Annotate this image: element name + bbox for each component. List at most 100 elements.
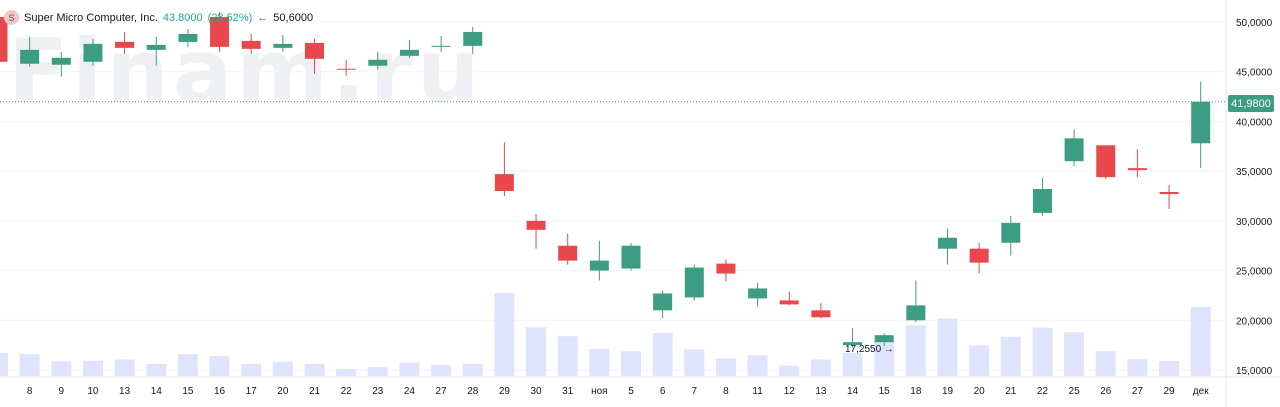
candle-body bbox=[20, 49, 40, 64]
candle-body bbox=[779, 300, 799, 305]
volume-bar bbox=[241, 363, 262, 376]
candle-body bbox=[336, 68, 356, 70]
y-tick-label: 45,0000 bbox=[1236, 68, 1273, 79]
candle bbox=[811, 303, 831, 319]
x-tick-label: 11 bbox=[752, 386, 763, 397]
volume-bar bbox=[715, 358, 736, 376]
candle-body bbox=[874, 335, 894, 343]
x-tick-label: 27 bbox=[1132, 386, 1144, 397]
volume-bar bbox=[272, 361, 293, 376]
candle-body bbox=[273, 43, 293, 48]
x-tick-label: 19 bbox=[942, 386, 954, 397]
volume-bar bbox=[621, 351, 641, 376]
x-tick-label: 9 bbox=[59, 386, 65, 397]
x-tick-label: 28 bbox=[467, 386, 479, 397]
volume-bar bbox=[937, 318, 958, 376]
volume-bar bbox=[1032, 327, 1053, 376]
x-tick-label: 6 bbox=[660, 386, 666, 397]
volume-bar bbox=[810, 359, 831, 376]
candle bbox=[273, 34, 293, 52]
x-tick-label: 21 bbox=[1005, 386, 1017, 397]
x-tick-label: 17 bbox=[246, 386, 258, 397]
candle-body bbox=[716, 263, 736, 274]
candle-body bbox=[463, 31, 483, 46]
x-tick-label: 7 bbox=[692, 386, 698, 397]
x-tick-label: ноя bbox=[591, 386, 608, 397]
candle bbox=[399, 39, 419, 58]
candle bbox=[368, 51, 388, 70]
candle bbox=[874, 333, 894, 347]
x-tick-label: 24 bbox=[404, 386, 416, 397]
low-marker-label: 17,2550 → bbox=[845, 344, 894, 355]
candle bbox=[653, 290, 673, 319]
x-tick-label: 15 bbox=[879, 386, 891, 397]
candle-body bbox=[684, 267, 704, 298]
candle-body bbox=[368, 59, 388, 66]
volume-bar bbox=[304, 363, 325, 376]
volume-bar bbox=[399, 362, 420, 376]
y-tick-label: 40,0000 bbox=[1236, 117, 1273, 128]
volume-bar bbox=[462, 363, 483, 376]
candle-body bbox=[146, 44, 166, 50]
y-tick-label: 25,0000 bbox=[1236, 267, 1273, 278]
x-tick-label: 26 bbox=[1100, 386, 1112, 397]
candle-body bbox=[526, 220, 546, 230]
symbol-icon[interactable]: S bbox=[4, 10, 19, 25]
candle bbox=[463, 26, 483, 54]
x-tick-label: 29 bbox=[499, 386, 511, 397]
candle bbox=[1032, 178, 1052, 216]
volume-bar bbox=[177, 354, 198, 376]
candle-body bbox=[589, 260, 609, 271]
candle bbox=[748, 282, 768, 307]
candle-body bbox=[748, 288, 768, 299]
volume-bar bbox=[0, 353, 8, 376]
candle bbox=[1001, 215, 1021, 256]
candle bbox=[241, 33, 261, 54]
candle-body bbox=[558, 245, 578, 261]
volume-bar bbox=[51, 361, 72, 376]
candle-body bbox=[653, 293, 673, 311]
volume-bar bbox=[652, 332, 673, 376]
symbol-name: Super Micro Computer, Inc. bbox=[24, 11, 158, 24]
candle-body bbox=[906, 305, 926, 321]
candle bbox=[906, 280, 926, 323]
x-tick-label: 22 bbox=[1037, 386, 1049, 397]
y-axis: 15,0000 20,0000 25,0000 30,0000 35,0000 40,00… bbox=[1236, 18, 1273, 377]
candle bbox=[178, 28, 198, 47]
candle bbox=[431, 35, 451, 52]
legend-high: 50,6000 bbox=[273, 11, 314, 24]
legend-price: 43.8000 bbox=[162, 11, 203, 24]
x-tick-label: 27 bbox=[436, 386, 448, 397]
candle bbox=[20, 36, 40, 67]
symbol-legend: S Super Micro Computer, Inc. 43.8000 (28… bbox=[4, 10, 313, 25]
x-tick-label: 10 bbox=[87, 386, 99, 397]
candle bbox=[684, 264, 704, 301]
candle-body bbox=[1064, 138, 1084, 162]
candle bbox=[1064, 129, 1084, 167]
x-tick-label: 23 bbox=[372, 386, 384, 397]
x-tick-label: 14 bbox=[151, 386, 163, 397]
volume-bars bbox=[0, 293, 1211, 376]
candle-body bbox=[969, 248, 989, 263]
candle-body bbox=[1001, 222, 1021, 243]
y-tick-label: 30,0000 bbox=[1236, 217, 1273, 228]
candle-body bbox=[811, 310, 831, 318]
volume-bar bbox=[747, 355, 768, 376]
x-tick-label: дек bbox=[1193, 386, 1209, 397]
x-axis: 8 9 10 13 14 15 16 17 20 21 22 23 24 27 28 29 30 31 ноя 5 6 7… bbox=[27, 386, 1209, 397]
x-tick-label: 13 bbox=[119, 386, 131, 397]
x-tick-label: 5 bbox=[628, 386, 634, 397]
x-tick-label: 8 bbox=[27, 386, 33, 397]
volume-bar bbox=[526, 327, 547, 376]
volume-bar bbox=[905, 325, 926, 376]
candle bbox=[494, 142, 514, 196]
candle bbox=[336, 59, 356, 76]
volume-bar bbox=[842, 353, 863, 376]
current-price-badge: 41,9800 bbox=[1228, 95, 1274, 112]
volume-bar bbox=[146, 363, 167, 376]
candle bbox=[843, 328, 863, 348]
volume-bar bbox=[1159, 361, 1180, 376]
volume-bar bbox=[1190, 307, 1211, 376]
